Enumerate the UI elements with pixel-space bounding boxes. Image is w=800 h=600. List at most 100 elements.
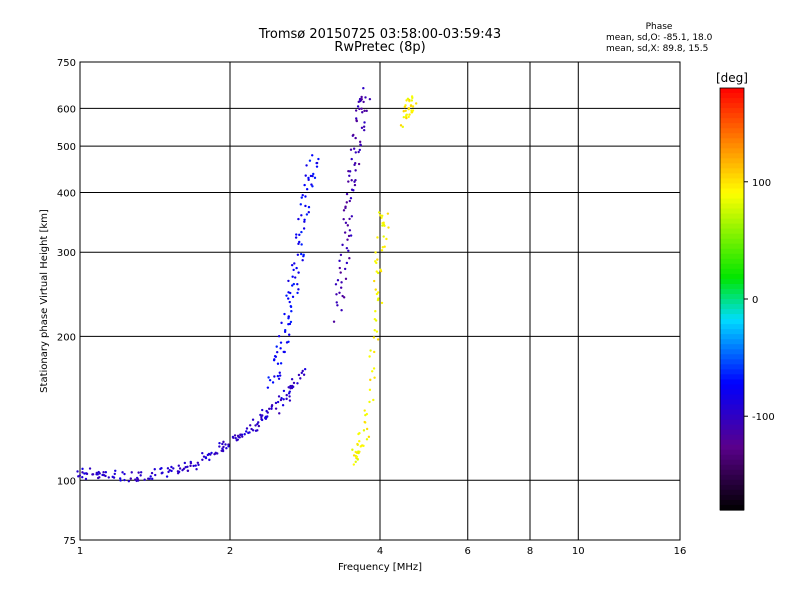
data-point [292,268,295,272]
colorbar-segment [720,369,744,375]
data-point [302,227,306,230]
colorbar-segment [720,364,744,370]
colorbar-segment [720,409,744,416]
data-point [166,467,170,470]
data-point [350,179,353,182]
data-point [189,461,193,465]
data-point [368,400,371,404]
data-point [373,329,376,332]
data-point [202,455,206,458]
data-point [239,433,242,436]
data-point [301,369,304,373]
data-point [77,475,80,478]
data-point [357,162,361,166]
data-point [352,133,355,137]
data-point [353,183,357,187]
colorbar-segment [720,499,744,506]
colorbar-segment [720,288,744,295]
data-point [387,226,390,229]
colorbar-segment [720,188,744,195]
data-point [345,192,349,196]
y-tick-label: 300 [57,248,76,259]
data-point [382,223,386,226]
colorbar-segment [720,198,744,205]
data-point [368,355,371,358]
colorbar-segment [720,394,744,401]
data-point [288,322,292,326]
data-point [297,242,300,246]
data-point [303,220,306,223]
colorbar-segment [720,108,744,114]
colorbar-segment [720,459,744,466]
data-point [238,436,241,439]
data-point [218,441,221,445]
colorbar-segment [720,273,744,280]
data-point [362,86,365,90]
colorbar-segment [720,223,744,230]
y-tick-label: 75 [63,536,76,547]
data-point [338,266,341,270]
data-point [407,115,410,119]
data-point [277,334,281,338]
data-point [382,235,385,238]
data-point [259,413,262,417]
data-point [380,301,384,305]
data-point [270,407,273,410]
data-point [315,165,319,168]
data-point [385,237,388,241]
colorbar-segment [720,228,744,235]
data-point [197,463,200,467]
data-point [129,477,132,480]
data-point [189,464,192,468]
colorbar-segment [720,163,744,169]
data-point [296,282,299,286]
data-point [287,317,290,320]
data-point [297,288,300,291]
data-point [347,180,350,183]
data-point [289,305,292,308]
data-point [350,157,353,161]
data-point [76,470,79,473]
data-point [280,321,283,325]
data-point [287,333,291,336]
data-point [373,350,376,354]
data-point [299,252,303,256]
colorbar-segment [720,248,744,255]
data-point [276,362,280,365]
data-point [287,297,290,300]
data-point [362,444,365,448]
data-point [172,467,175,470]
data-point [343,267,347,271]
data-point [300,196,303,199]
data-point [266,415,269,418]
data-point [88,467,92,470]
phase-stats-o: mean, sd,O: -85.1, 18.0 [606,33,713,43]
data-point [399,124,403,127]
data-point [375,261,378,265]
data-point [123,472,126,476]
data-point [309,174,313,178]
data-point [407,106,411,110]
data-point [310,183,313,186]
colorbar-segment [720,504,744,511]
data-point [299,377,302,380]
data-point [271,381,275,384]
colorbar-segment [720,113,744,119]
data-point [375,330,379,333]
phase-stats: Phase mean, sd,O: -85.1, 18.0 mean, sd,X… [606,22,712,55]
data-point [364,96,367,99]
data-point [409,104,413,108]
colorbar-segment [720,494,744,501]
data-point [300,371,303,375]
data-point [372,367,376,370]
data-point [113,472,116,476]
data-point [345,246,349,250]
colorbar-segment [720,103,744,109]
data-point [332,320,336,323]
data-point [127,480,131,483]
data-point [363,409,366,412]
phase-stats-title: Phase [645,22,673,32]
colorbar-segment [720,193,744,200]
data-point [178,467,182,470]
data-point [383,245,386,248]
